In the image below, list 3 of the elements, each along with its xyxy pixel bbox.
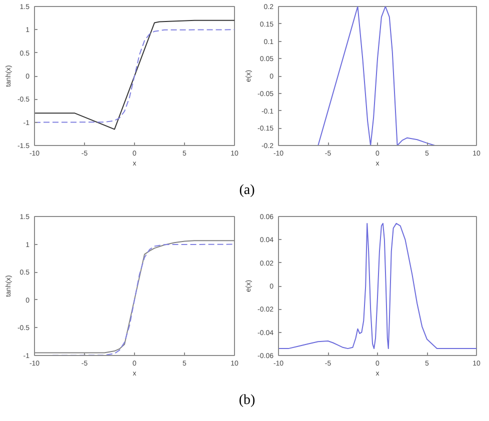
text: (a) [239,182,255,200]
text: (b) [238,392,256,410]
line-series [278,222,476,350]
